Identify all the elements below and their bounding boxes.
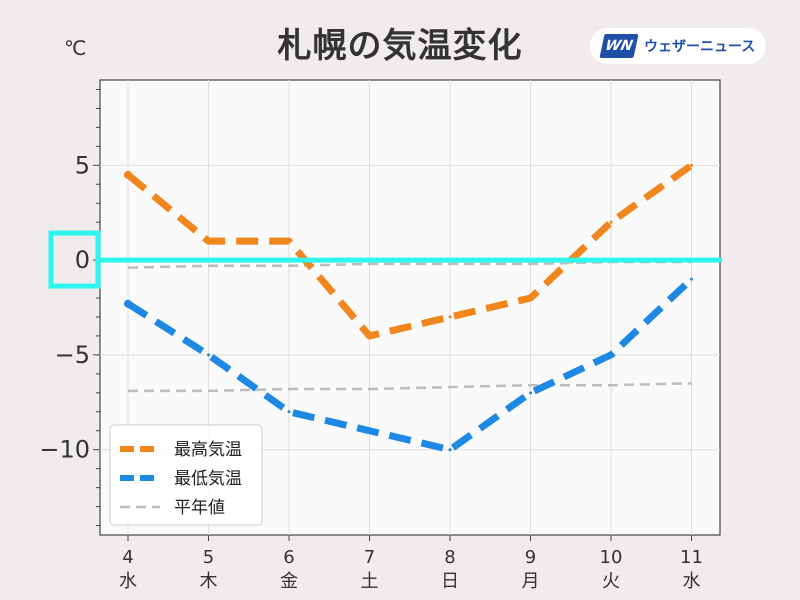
legend-label-normal: 平年値 (174, 498, 225, 518)
series-start-high (124, 170, 132, 179)
data-point-high (609, 220, 613, 224)
series-start-low (124, 299, 132, 308)
y-axis-unit: ℃ (64, 36, 87, 60)
x-tick-day: 11 (680, 547, 703, 568)
data-point-low (609, 353, 613, 357)
data-point-low (287, 410, 291, 414)
y-axis: 5 0 −5 −10 (39, 151, 90, 463)
x-tick-day: 4 (122, 547, 133, 568)
x-tick-day: 8 (444, 547, 455, 568)
y-tick-label: 0 (75, 246, 90, 274)
data-point-high (207, 239, 210, 243)
data-point-high (368, 334, 371, 338)
x-tick-day: 5 (203, 547, 214, 568)
x-tick-day: 10 (600, 547, 623, 568)
data-point-low (690, 277, 693, 281)
data-point-low (207, 353, 210, 357)
y-tick-label: −10 (39, 436, 90, 464)
data-point-high (529, 296, 532, 300)
data-point-high (690, 163, 693, 167)
data-point-high (448, 315, 452, 319)
data-point-low (529, 391, 532, 395)
minor-ticks (93, 88, 100, 527)
x-tick-weekday: 土 (361, 571, 379, 592)
x-tick-weekday: 日 (441, 571, 459, 592)
x-tick-day: 7 (364, 547, 375, 568)
x-tick-weekday: 水 (683, 571, 701, 592)
zero-label-box (48, 230, 101, 289)
y-tick-label: −5 (55, 341, 90, 369)
series-line-low (126, 276, 694, 454)
x-tick-weekday: 金 (280, 571, 298, 592)
normal-line-low (128, 382, 692, 393)
data-point-high (287, 239, 291, 243)
series-line-high (125, 162, 694, 340)
series-lines (124, 162, 694, 454)
zero-highlight (48, 230, 722, 289)
legend-label-high: 最高気温 (174, 440, 242, 460)
logo-text: ウェザーニュース (644, 39, 756, 55)
x-tick-day: 6 (283, 547, 294, 568)
data-point-low (368, 429, 371, 433)
x-tick-weekday: 月 (522, 571, 540, 592)
chart-title: 札幌の気温変化 (277, 26, 523, 66)
x-axis: 4 水 5 木 6 金 7 土 8 日 9 月 10 火 11 水 (119, 535, 703, 592)
x-tick-weekday: 火 (602, 571, 620, 592)
y-tick-label: 5 (75, 151, 90, 179)
data-point-low (448, 448, 452, 452)
x-tick-weekday: 水 (119, 571, 137, 592)
brand-logo: WN ウェザーニュース (590, 28, 766, 64)
legend-label-low: 最低気温 (174, 469, 242, 489)
x-tick-day: 9 (525, 547, 536, 568)
x-tick-weekday: 木 (200, 571, 218, 592)
